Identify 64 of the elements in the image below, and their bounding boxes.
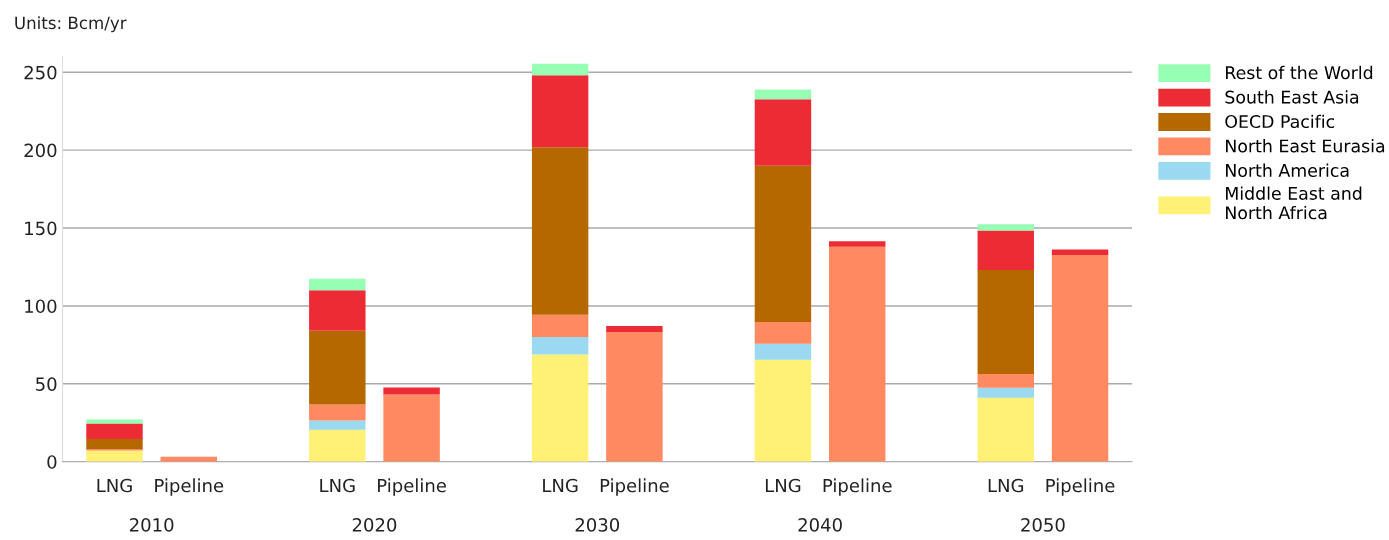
bar (754, 359, 812, 462)
bar (383, 394, 440, 462)
y-tick-label: 0 (47, 455, 57, 469)
y-tick-label: 250 (24, 65, 57, 80)
bar (829, 241, 886, 247)
text: 2020 (352, 518, 397, 532)
bar (309, 420, 366, 430)
bar (383, 387, 440, 395)
bar (977, 387, 1034, 398)
bar (754, 321, 812, 344)
bar (86, 450, 143, 462)
bar (977, 230, 1034, 271)
bar (309, 404, 366, 421)
bar (531, 337, 589, 355)
bar (531, 63, 589, 76)
bar (754, 89, 812, 100)
y-tick-label: 200 (24, 143, 57, 158)
bar (1051, 249, 1109, 255)
bar (309, 290, 366, 331)
bar (531, 147, 589, 315)
bar (977, 374, 1034, 388)
legend-label: North East Eurasia (1226, 139, 1385, 153)
text: 2010 (129, 518, 174, 532)
bar (531, 75, 589, 148)
text: 2030 (575, 518, 620, 532)
bar (86, 438, 143, 449)
x-tick-label: LNG (320, 478, 355, 493)
bar (86, 419, 143, 424)
bar (977, 270, 1034, 374)
bar (531, 314, 589, 338)
bar (606, 331, 663, 462)
bar (86, 423, 143, 439)
bar (606, 326, 663, 332)
bar (1051, 254, 1109, 462)
bar (754, 99, 812, 166)
bar (829, 246, 886, 462)
bar (754, 343, 812, 360)
x-tick-label: LNG (97, 478, 132, 493)
x-tick-label: Pipeline (823, 478, 892, 496)
legend-label: OECD Pacific (1225, 114, 1335, 129)
y-axis-title: Units: Bcm/yr (15, 16, 127, 33)
x-tick-label: Pipeline (600, 478, 669, 496)
legend-label: Middle East and North Africa (1226, 186, 1362, 220)
x-tick-label: LNG (988, 478, 1024, 493)
y-tick-label: 50 (36, 377, 57, 391)
text: 2050 (1021, 518, 1065, 532)
bar (309, 330, 366, 405)
legend-label: North America (1226, 163, 1349, 177)
x-tick-label: Pipeline (378, 478, 446, 496)
y-tick-label: 150 (25, 221, 57, 236)
bar (531, 354, 589, 462)
bar (309, 429, 366, 462)
bar (309, 278, 366, 291)
bar (754, 165, 812, 322)
x-tick-label: LNG (765, 478, 801, 493)
x-tick-label: Pipeline (1046, 478, 1115, 496)
legend-label: South East Asia (1225, 90, 1359, 104)
legend-label: Rest of the World (1226, 65, 1373, 80)
bar (977, 224, 1034, 231)
x-tick-label: Pipeline (155, 478, 224, 496)
y-tick-label: 100 (25, 299, 57, 314)
text: 2040 (798, 518, 842, 532)
bar (977, 397, 1034, 462)
x-tick-label: LNG (543, 478, 578, 493)
